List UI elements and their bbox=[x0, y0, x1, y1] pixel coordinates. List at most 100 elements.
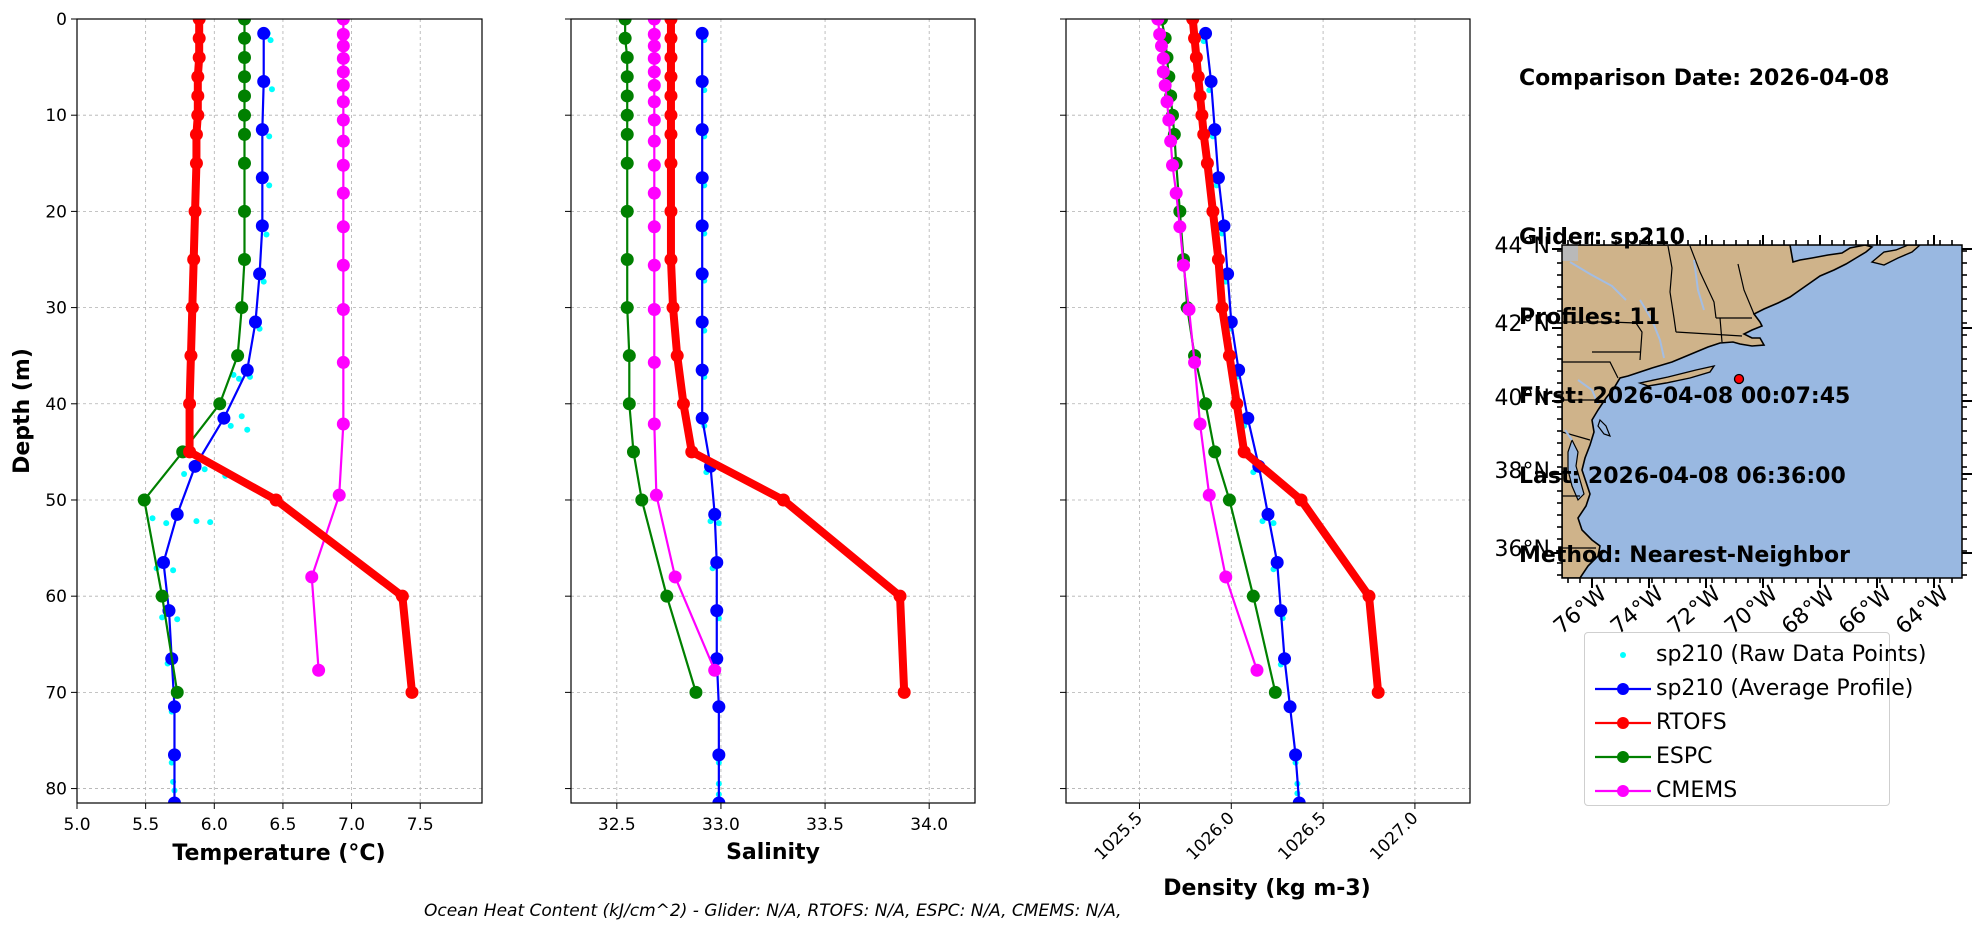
espc-profile-marker bbox=[618, 19, 632, 26]
cmems-profile-marker bbox=[336, 417, 350, 431]
glider-profile-marker bbox=[257, 75, 271, 89]
glider-profile-marker bbox=[1217, 219, 1231, 233]
glider-profile-marker bbox=[712, 748, 726, 762]
rtofs-profile-marker bbox=[670, 349, 684, 363]
rtofs-profile-marker bbox=[1362, 589, 1376, 603]
espc-profile-marker bbox=[1199, 397, 1213, 411]
cmems-profile-marker bbox=[336, 258, 350, 272]
glider-profile-marker bbox=[253, 267, 267, 281]
cmems-profile-marker bbox=[332, 488, 346, 502]
espc-profile-marker bbox=[231, 349, 245, 363]
raw-data-point bbox=[181, 471, 188, 478]
cmems-profile-marker bbox=[336, 65, 350, 79]
glider-profile-marker bbox=[1289, 748, 1303, 762]
cmems-profile-marker bbox=[647, 51, 661, 65]
rivers bbox=[1564, 259, 1705, 441]
rtofs-profile-marker bbox=[191, 89, 205, 103]
rtofs-profile-marker bbox=[184, 349, 198, 363]
lat-tick-label: 44°N bbox=[1495, 234, 1550, 259]
density-panel: 1025.5 1026.0 1026.5 1027.0 Density (kg m-3… bbox=[1060, 18, 1471, 901]
glider-profile-marker bbox=[712, 700, 726, 714]
cmems-profile-marker bbox=[668, 570, 682, 584]
temperature-y-ticks: 0 10 20 30 40 50 60 70 80 bbox=[45, 10, 77, 800]
cmems-profile-marker bbox=[336, 27, 350, 41]
espc-profile-marker bbox=[620, 50, 634, 64]
y-tick-label: 40 bbox=[45, 395, 67, 415]
cmems-profile-marker bbox=[1166, 158, 1180, 172]
glider-profile-marker bbox=[710, 556, 724, 570]
glider-profile-marker bbox=[1261, 507, 1275, 521]
espc-profile-marker bbox=[689, 685, 703, 699]
cmems-profile-marker bbox=[647, 19, 661, 26]
espc-profile-marker bbox=[1222, 493, 1236, 507]
rtofs-profile-marker bbox=[183, 397, 197, 411]
espc-profile-marker bbox=[620, 108, 634, 122]
rtofs-profile-marker bbox=[1237, 445, 1251, 459]
rtofs-profile-marker bbox=[664, 204, 678, 218]
density-y-ticks bbox=[1060, 18, 1066, 790]
raw-data-point bbox=[201, 466, 208, 473]
glider-profile-marker bbox=[240, 363, 254, 377]
raw-data-point bbox=[244, 426, 251, 433]
glider-profile-marker bbox=[1221, 267, 1235, 281]
temperature-grid bbox=[76, 18, 482, 803]
rtofs-profile-marker bbox=[676, 397, 690, 411]
lon-tick-label: 64°W bbox=[1891, 581, 1954, 639]
glider-profile-marker bbox=[1278, 652, 1292, 666]
raw-data-point bbox=[207, 519, 214, 526]
cmems-profile-line bbox=[653, 19, 716, 672]
cmems-profile-marker bbox=[1182, 303, 1196, 317]
glider-profile-marker bbox=[1199, 26, 1213, 40]
raw-data-point bbox=[266, 182, 273, 189]
y-tick-label: 60 bbox=[45, 587, 67, 607]
espc-profile-marker bbox=[237, 127, 251, 141]
espc-profile-marker bbox=[237, 19, 251, 26]
cmems-profile-marker bbox=[305, 570, 319, 584]
salinity-panel: 32.5 33.0 33.5 34.0 Salinity bbox=[565, 18, 976, 865]
glider-profile-marker bbox=[1208, 123, 1222, 137]
espc-profile-marker bbox=[237, 156, 251, 170]
espc-profile-marker bbox=[237, 89, 251, 103]
cmems-profile-marker bbox=[647, 355, 661, 369]
y-tick-label: 80 bbox=[45, 780, 67, 800]
glider-profile-marker bbox=[712, 796, 726, 803]
glider-profile-marker bbox=[708, 507, 722, 521]
raw-data-point bbox=[715, 520, 722, 527]
cmems-profile-marker bbox=[336, 303, 350, 317]
last-time: Last: 2026-04-08 06:36:00 bbox=[1519, 463, 1846, 489]
glider-profile-marker bbox=[248, 315, 262, 329]
chesapeake-bay bbox=[1567, 438, 1585, 502]
rtofs-profile-line bbox=[666, 19, 909, 697]
cmems-profile-marker bbox=[336, 95, 350, 109]
glider-profile-marker bbox=[695, 315, 709, 329]
rtofs-profile-marker bbox=[897, 685, 911, 699]
rtofs-profile-marker bbox=[664, 108, 678, 122]
salinity-series bbox=[618, 19, 911, 803]
glider-profile-marker bbox=[1292, 796, 1306, 803]
y-tick-label: 0 bbox=[56, 10, 67, 30]
rtofs-profile-line bbox=[185, 19, 416, 697]
rtofs-profile-marker bbox=[189, 127, 203, 141]
rtofs-profile-marker bbox=[666, 301, 680, 315]
rtofs-profile-marker bbox=[664, 156, 678, 170]
legend-label: ESPC bbox=[1656, 744, 1713, 769]
raw-data-point bbox=[174, 616, 181, 623]
rtofs-profile-line bbox=[1188, 19, 1383, 697]
rtofs-profile-marker bbox=[893, 589, 907, 603]
glider-profile-marker bbox=[257, 26, 271, 40]
cmems-profile-marker bbox=[647, 417, 661, 431]
espc-profile-marker bbox=[1208, 445, 1222, 459]
rtofs-profile-marker bbox=[664, 70, 678, 84]
cmems-profile-marker bbox=[1202, 488, 1216, 502]
map-border-ticks bbox=[1552, 235, 1972, 588]
espc-profile-marker bbox=[155, 589, 169, 603]
x-tick-label: 33.5 bbox=[806, 815, 844, 835]
legend-item-raw: sp210 (Raw Data Points) bbox=[1585, 638, 1926, 672]
cmems-profile-marker bbox=[336, 39, 350, 53]
espc-profile-marker bbox=[1246, 589, 1260, 603]
x-tick-label: 1025.5 bbox=[1091, 808, 1147, 864]
rtofs-profile-marker bbox=[1186, 19, 1200, 26]
cmems-profile-marker bbox=[1158, 78, 1172, 92]
espc-profile-marker bbox=[237, 70, 251, 84]
glider-profile-marker bbox=[695, 75, 709, 89]
